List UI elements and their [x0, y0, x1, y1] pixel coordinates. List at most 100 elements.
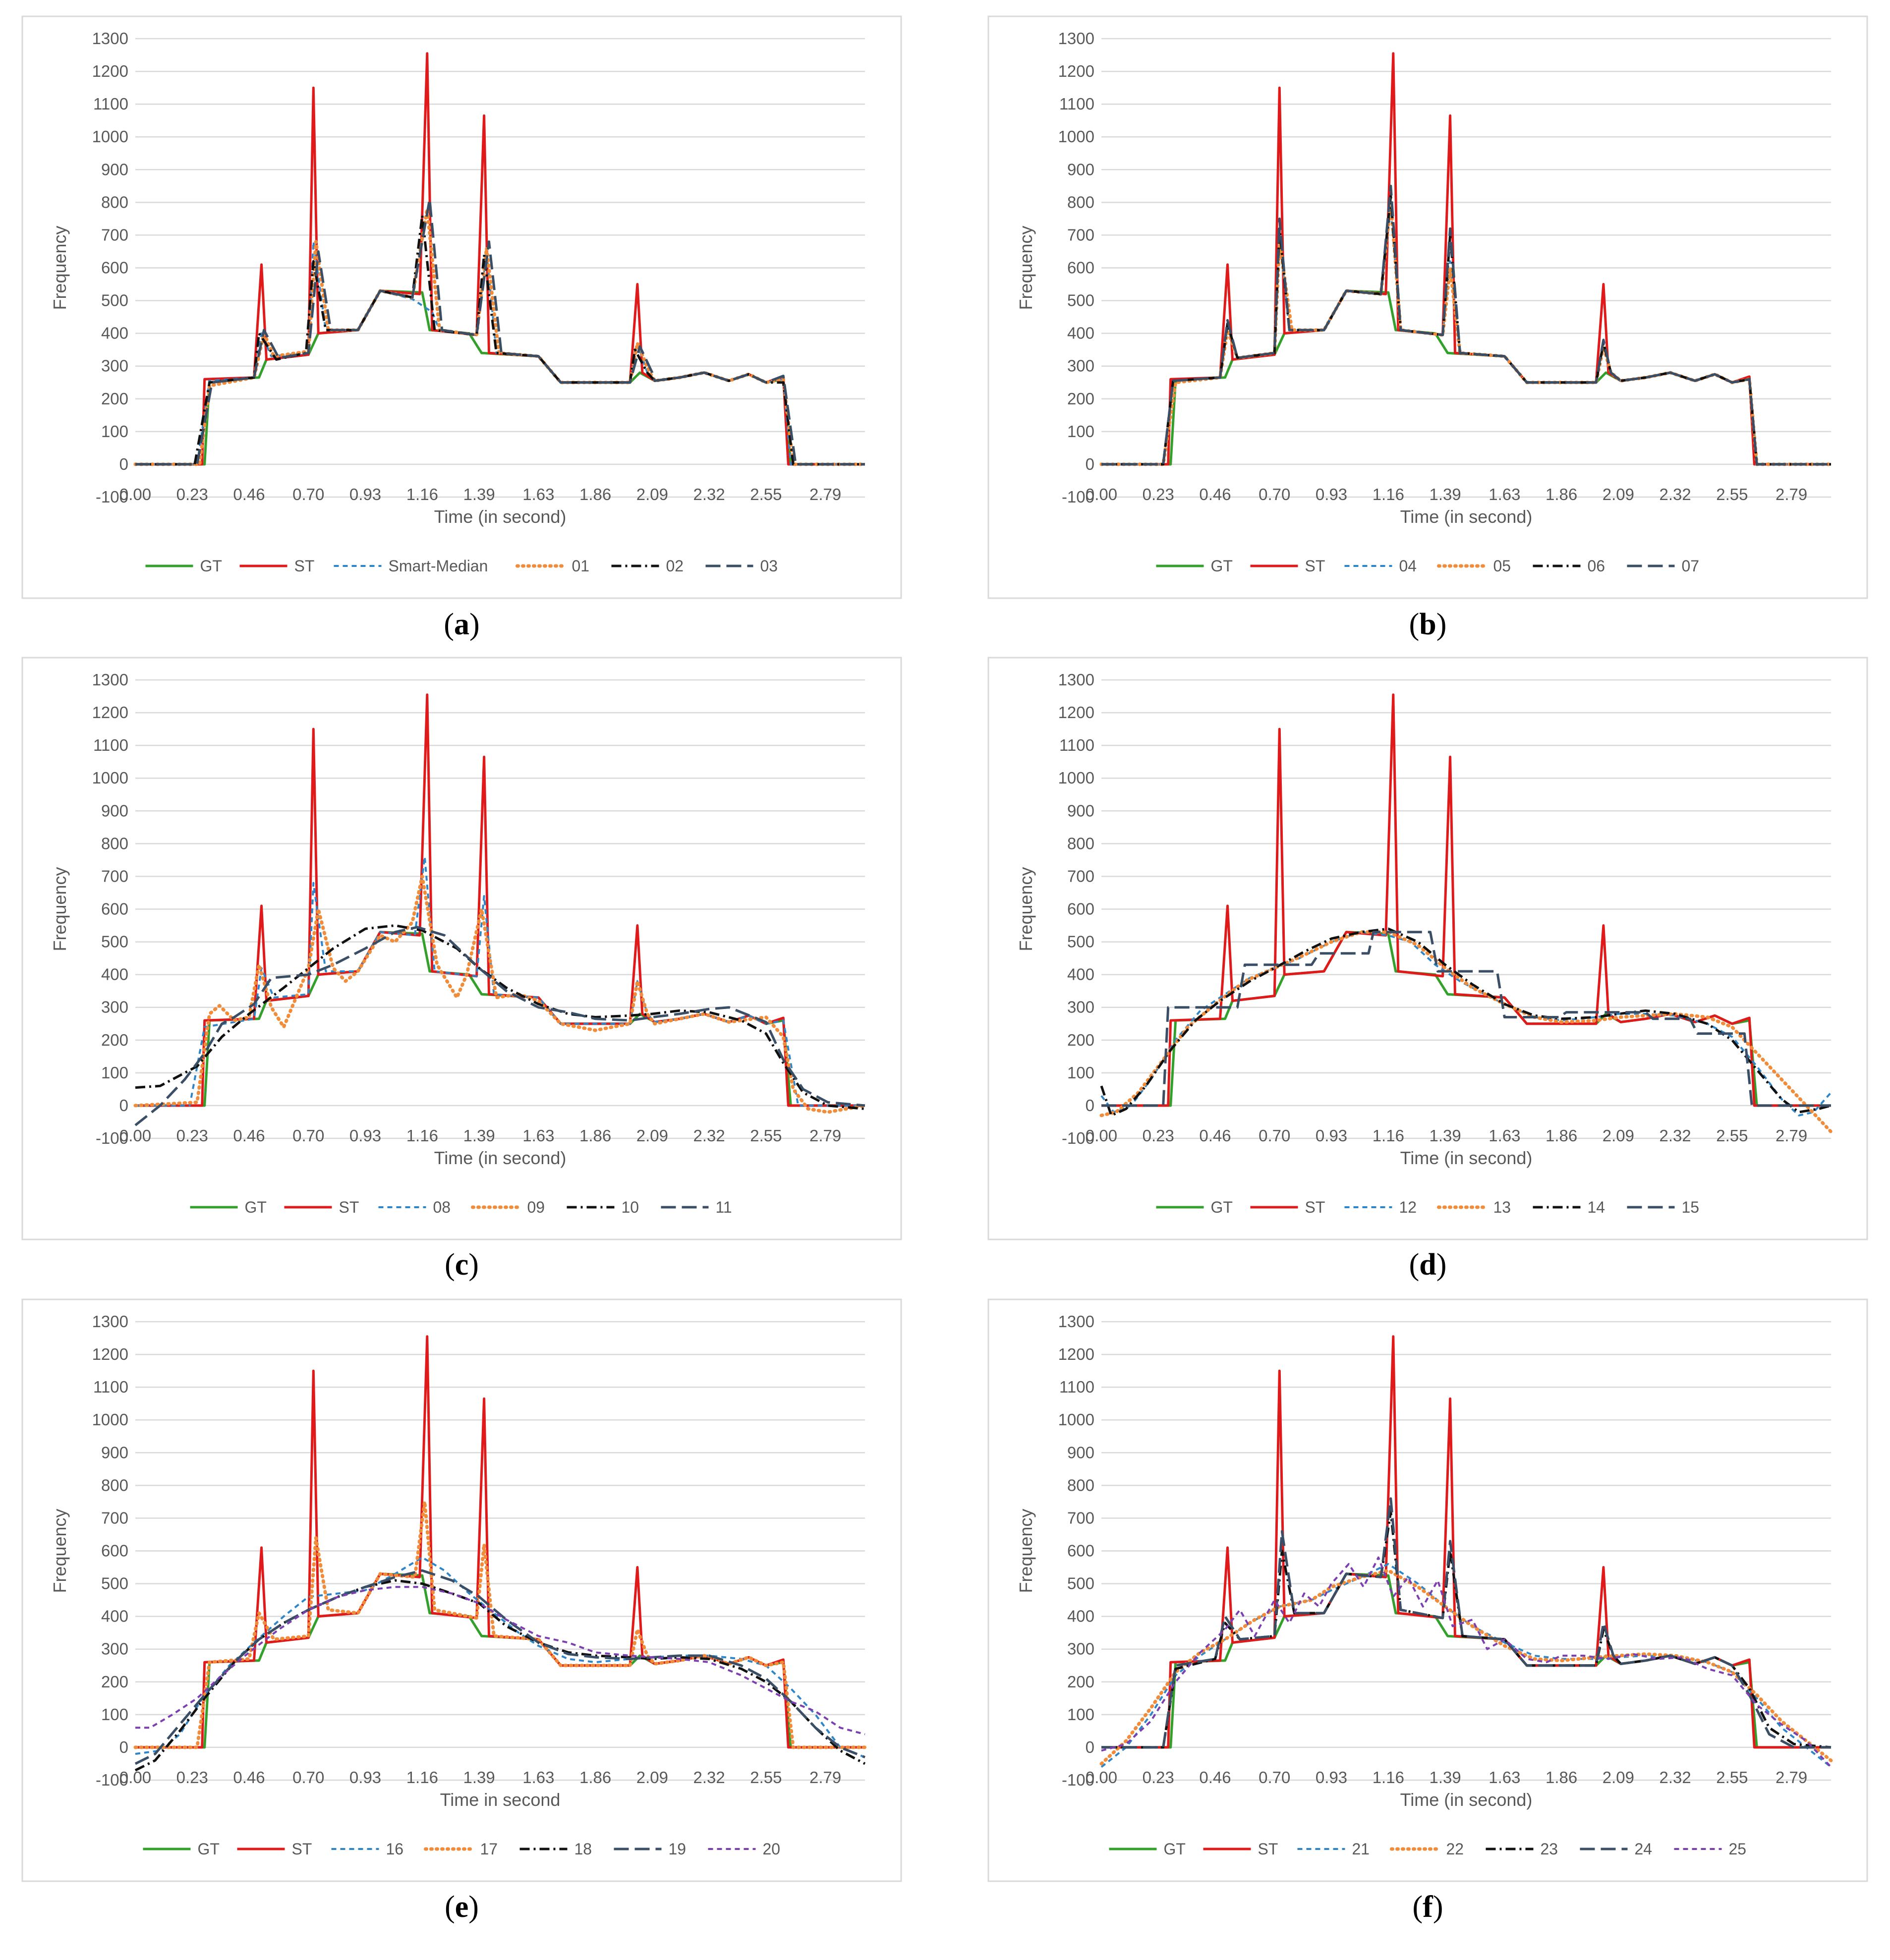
legend-item: GT	[1109, 1840, 1186, 1858]
legend-label: 08	[433, 1198, 451, 1216]
legend-label: 17	[480, 1840, 498, 1858]
x-tick-label: 0.23	[176, 1126, 208, 1145]
legend-label: ST	[1305, 557, 1325, 575]
y-tick-label: 900	[101, 801, 128, 820]
x-tick-label: 2.79	[809, 1768, 841, 1787]
chart-panel-f: -100 0 100 200 300 400 500 600 700 800 900 1000 1100…	[987, 1298, 1868, 1882]
panel-frame	[21, 1298, 902, 1882]
legend-item: ST	[1250, 1198, 1325, 1216]
x-tick-label: 0.46	[233, 1768, 265, 1787]
panel-caption: (a)	[444, 608, 479, 641]
x-tick-label: 1.86	[579, 1768, 611, 1787]
panel-caption: (f)	[1413, 1890, 1443, 1924]
y-tick-label: 400	[101, 324, 128, 342]
x-tick-label: 2.32	[1660, 1768, 1691, 1787]
y-tick-label: 700	[101, 867, 128, 885]
x-tick-label: 2.32	[1660, 485, 1691, 504]
legend-label: 09	[527, 1198, 545, 1216]
legend-label: 23	[1541, 1840, 1558, 1858]
y-tick-label: 0	[119, 1738, 128, 1756]
legend-item: ST	[1250, 557, 1325, 575]
y-tick-label: 0	[1086, 1738, 1094, 1756]
y-tick-label: 1000	[1058, 769, 1094, 787]
y-tick-label: 1000	[92, 769, 128, 787]
legend-label: Smart-Median	[389, 557, 488, 575]
y-tick-label: -100	[1062, 1129, 1094, 1147]
legend-item: ST	[237, 1840, 312, 1858]
legend-label: GT	[200, 557, 222, 575]
panel-frame	[21, 15, 902, 599]
x-tick-label: 2.55	[1716, 1126, 1748, 1145]
x-tick-label: 2.32	[693, 1126, 725, 1145]
series-line-15	[1101, 931, 1831, 1107]
x-tick-label: 1.39	[1429, 1126, 1461, 1145]
y-axis-title: Frequency	[1016, 1509, 1036, 1593]
series-line-12	[1100, 931, 1832, 1117]
x-tick-label: 2.55	[750, 1768, 782, 1787]
legend-item: 14	[1533, 1198, 1605, 1216]
series-line-08	[135, 855, 865, 1107]
x-tick-label: 0.70	[1259, 485, 1290, 504]
y-tick-label: 1200	[92, 62, 128, 80]
y-tick-label: 1300	[1058, 1312, 1094, 1331]
y-tick-label: 600	[1067, 900, 1094, 918]
y-tick-label: 300	[101, 1640, 128, 1658]
x-tick-label: 1.16	[1373, 1126, 1404, 1145]
x-tick-label: 1.39	[463, 485, 495, 504]
legend-item: 17	[424, 1840, 498, 1858]
legend-item: 01	[515, 557, 590, 575]
y-tick-label: 800	[1067, 193, 1094, 211]
y-tick-label: 100	[1067, 1705, 1094, 1724]
y-tick-label: 200	[101, 390, 128, 408]
legend-item: 07	[1627, 557, 1699, 575]
legend-label: GT	[1164, 1840, 1186, 1858]
x-tick-label: 1.16	[1373, 1768, 1404, 1787]
y-tick-label: 200	[101, 1031, 128, 1049]
legend-item: 18	[519, 1840, 592, 1858]
x-tick-label: 0.23	[1143, 1126, 1174, 1145]
y-tick-label: 1300	[92, 671, 128, 689]
series-line-13	[1099, 930, 1833, 1134]
y-tick-label: 800	[101, 1476, 128, 1494]
x-tick-label: 2.79	[1775, 485, 1807, 504]
y-axis-title: Frequency	[50, 867, 70, 951]
legend-label: 14	[1588, 1198, 1605, 1216]
legend-item: GT	[143, 1840, 220, 1858]
y-tick-label: -100	[1062, 488, 1094, 506]
legend-label: 13	[1493, 1198, 1511, 1216]
x-tick-label: 2.79	[809, 485, 841, 504]
legend-item: 04	[1344, 557, 1417, 575]
x-tick-label: 0.70	[292, 1126, 324, 1145]
x-tick-label: 1.16	[406, 1126, 438, 1145]
y-tick-label: 1300	[1058, 29, 1094, 48]
y-tick-label: 500	[1067, 1574, 1094, 1593]
x-tick-label: 1.39	[1429, 1768, 1461, 1787]
y-tick-label: 1200	[92, 703, 128, 722]
legend-item: 13	[1437, 1198, 1511, 1216]
chart-panel-a: -100 0 100 200 300 400 500 600 700 800 900 1000 1100…	[21, 15, 902, 599]
legend-label: ST	[339, 1198, 359, 1216]
legend-label: 21	[1352, 1840, 1370, 1858]
legend-item: Smart-Median	[334, 557, 488, 575]
y-tick-label: 700	[1067, 1509, 1094, 1527]
y-tick-label: 300	[1067, 998, 1094, 1016]
x-tick-label: 0.00	[1086, 485, 1117, 504]
legend-label: 10	[622, 1198, 639, 1216]
panel-caption: (d)	[1409, 1248, 1447, 1282]
legend-label: 06	[1588, 557, 1605, 575]
y-tick-label: 900	[1067, 160, 1094, 178]
y-tick-label: 1300	[1058, 671, 1094, 689]
legend-label: 01	[572, 557, 590, 575]
legend-item: GT	[190, 1198, 267, 1216]
legend-item: ST	[284, 1198, 359, 1216]
legend-label: 16	[386, 1840, 404, 1858]
y-tick-label: 400	[1067, 324, 1094, 342]
legend-item: 03	[705, 557, 778, 575]
legend-item: 23	[1486, 1840, 1558, 1858]
y-tick-label: 100	[101, 422, 128, 441]
y-tick-label: 700	[1067, 225, 1094, 244]
x-tick-label: 0.93	[349, 1126, 381, 1145]
series-line-25	[1101, 1556, 1832, 1768]
x-tick-label: 1.63	[1489, 1126, 1520, 1145]
y-tick-label: 1300	[92, 1312, 128, 1331]
